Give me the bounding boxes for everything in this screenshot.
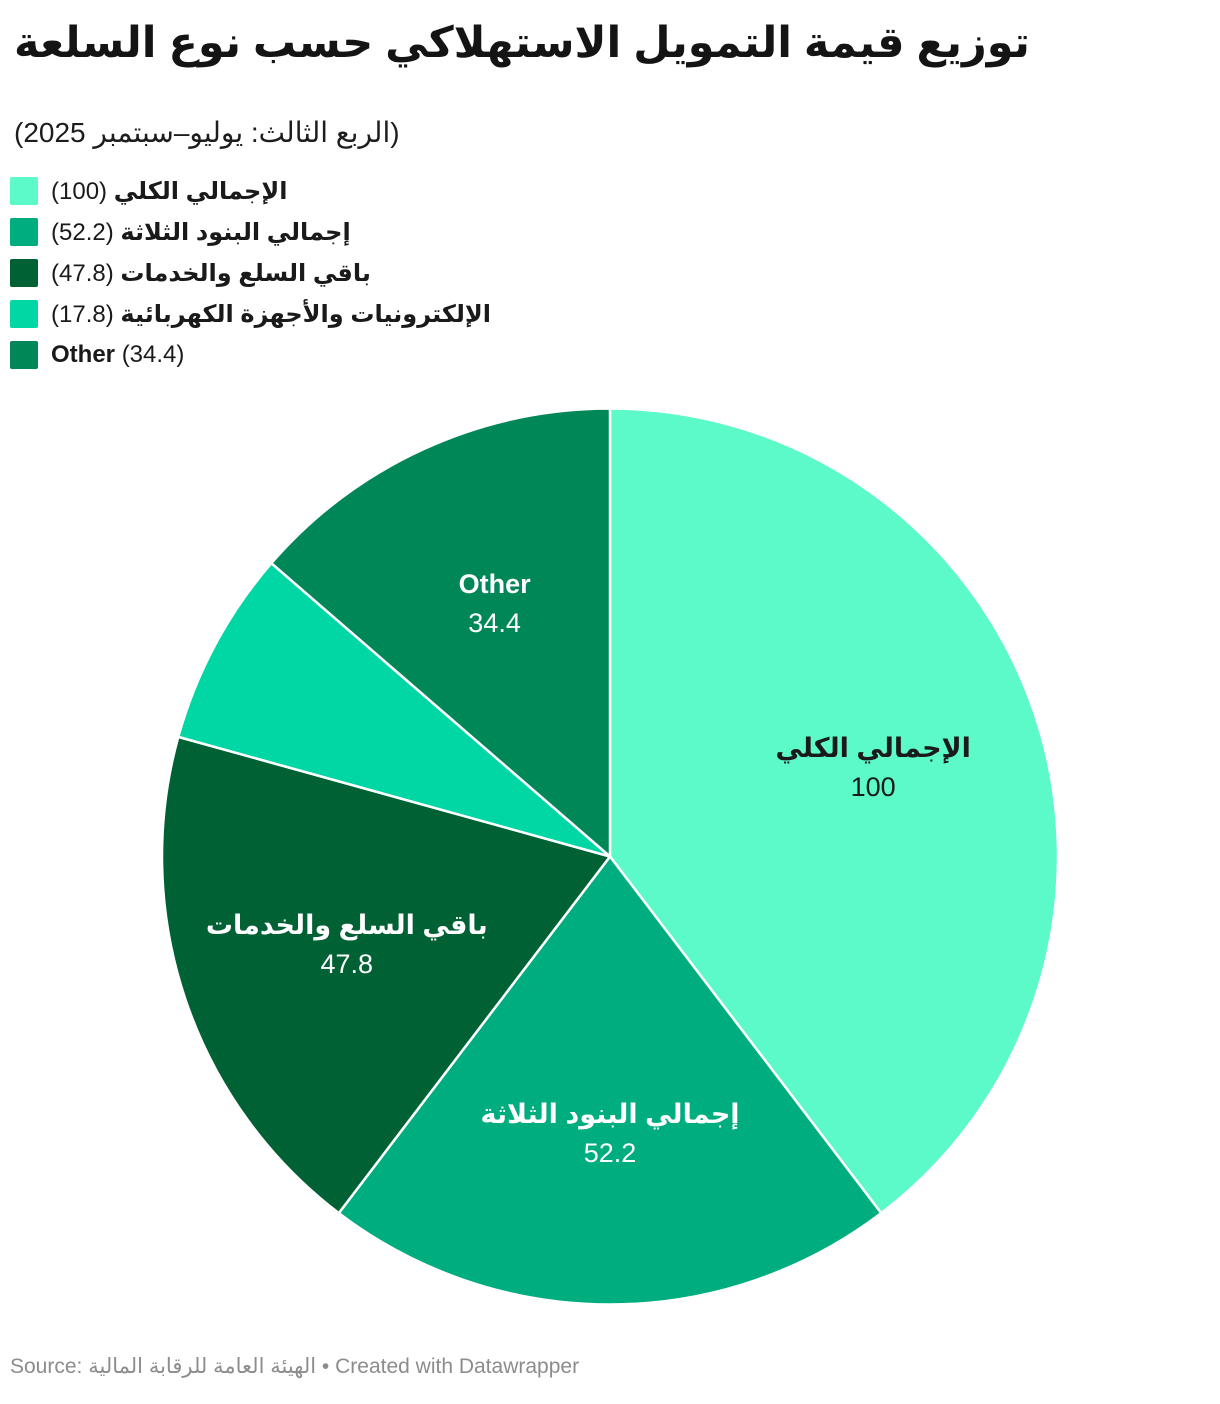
pie-slice-3[interactable] bbox=[177, 561, 612, 858]
chart-title: توزيع قيمة التمويل الاستهلاكي حسب نوع ال… bbox=[14, 19, 1030, 67]
legend-item-2: باقي السلع والخدمات (47.8) bbox=[10, 259, 491, 287]
legend-swatch-icon bbox=[10, 218, 38, 246]
pie-slice-1[interactable] bbox=[337, 855, 883, 1306]
pie-slice-2[interactable] bbox=[160, 735, 612, 1215]
legend-label: باقي السلع والخدمات (47.8) bbox=[51, 259, 371, 287]
legend-item-4: Other (34.4) bbox=[10, 341, 491, 369]
pie-slice-0[interactable] bbox=[608, 407, 1060, 1215]
source-note: Source: الهيئة العامة للرقابة المالية • … bbox=[10, 1355, 580, 1378]
legend-swatch-icon bbox=[10, 341, 38, 369]
legend-swatch-icon bbox=[10, 300, 38, 328]
legend-label: إجمالي البنود الثلاثة (52.2) bbox=[51, 218, 351, 246]
chart-subtitle: (الربع الثالث: يوليو–سبتمبر 2025) bbox=[14, 117, 400, 148]
legend-swatch-icon bbox=[10, 259, 38, 287]
legend-label: الإلكترونيات والأجهزة الكهربائية (17.8) bbox=[51, 300, 491, 328]
legend-swatch-icon bbox=[10, 177, 38, 205]
legend-label: Other (34.4) bbox=[51, 341, 185, 368]
legend-item-1: إجمالي البنود الثلاثة (52.2) bbox=[10, 218, 491, 246]
legend: الإجمالي الكلي (100) إجمالي البنود الثلاث… bbox=[10, 177, 491, 369]
legend-item-0: الإجمالي الكلي (100) bbox=[10, 177, 491, 205]
pie-slice-4[interactable] bbox=[270, 407, 612, 858]
legend-item-3: الإلكترونيات والأجهزة الكهربائية (17.8) bbox=[10, 300, 491, 328]
legend-label: الإجمالي الكلي (100) bbox=[51, 177, 288, 205]
